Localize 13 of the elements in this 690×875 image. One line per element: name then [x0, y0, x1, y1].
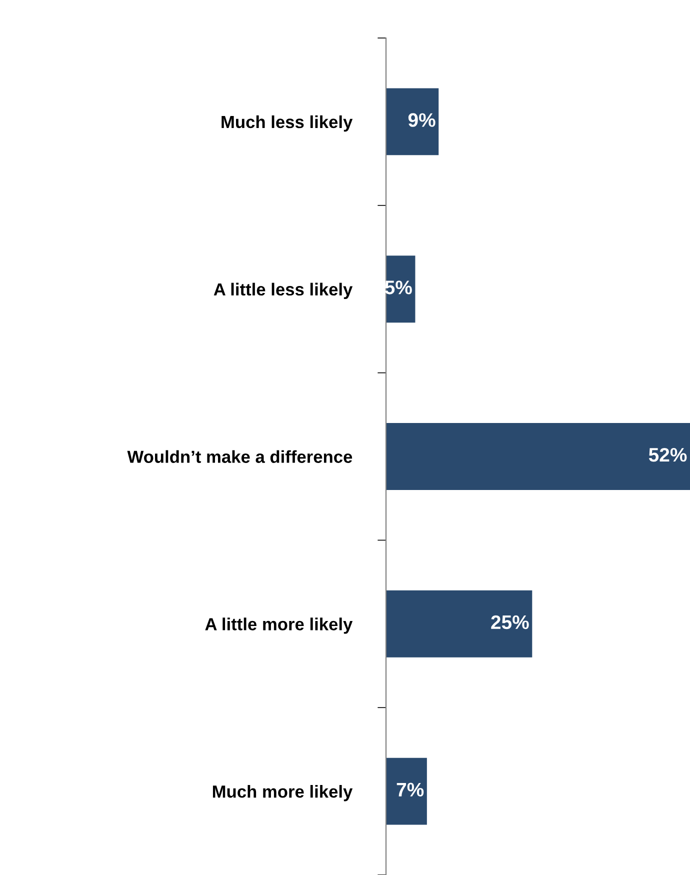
bar	[386, 758, 427, 825]
data-label: 9%	[408, 113, 436, 127]
data-label: 7%	[396, 782, 424, 796]
y-tick-label: Much less likely	[222, 115, 353, 132]
y-tick-label: A little more likely	[205, 618, 353, 634]
y-tick-label: A little less likely	[214, 282, 353, 299]
y-tick-label: Much more likely	[212, 785, 353, 802]
data-label: 52%	[648, 448, 687, 462]
bar	[386, 88, 439, 156]
bar	[386, 590, 532, 658]
data-label: 25%	[491, 615, 529, 630]
bar	[386, 423, 690, 490]
y-tick-label: Wouldn’t make a difference	[127, 450, 352, 463]
